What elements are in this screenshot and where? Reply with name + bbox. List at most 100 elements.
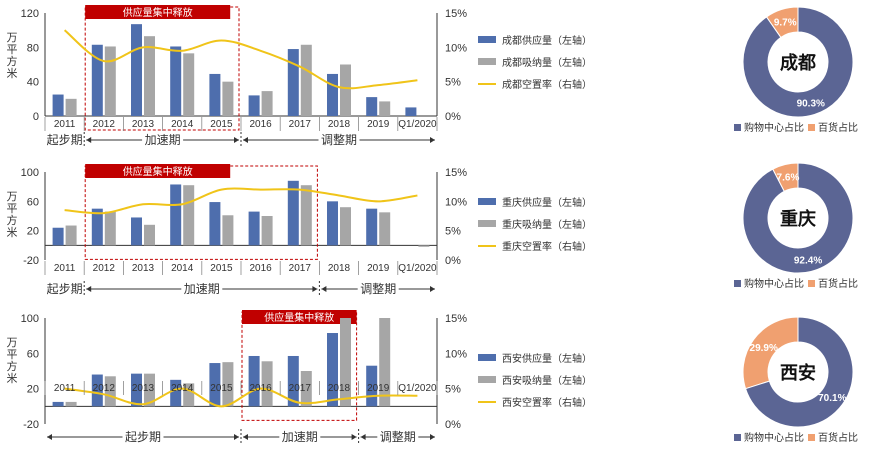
legend-label: 重庆供应量（左轴）: [502, 196, 592, 209]
x-tick-label: 2014: [171, 383, 194, 394]
x-tick-label: 2014: [171, 119, 194, 130]
highlight-banner: [85, 5, 231, 19]
donut-center-label: 重庆: [780, 208, 816, 229]
bar-supply: [405, 107, 417, 116]
bar-supply: [209, 202, 221, 246]
bar-supply: [366, 97, 378, 116]
bar-absorb: [340, 318, 351, 407]
highlight-banner-label: 供应量集中释放: [123, 6, 193, 19]
y2-tick-label: 0%: [445, 255, 461, 267]
x-tick-label: 2015: [210, 119, 233, 130]
y-tick-label: 100: [21, 313, 39, 325]
period-arrowhead: [430, 137, 435, 143]
y-axis-label-char: 平: [7, 44, 18, 56]
x-tick-label: 2013: [132, 263, 155, 274]
bar-absorb: [340, 64, 351, 116]
bar-supply: [91, 208, 103, 246]
legend-label: 重庆空置率（右轴）: [502, 240, 592, 253]
legend-label: 成都供应量（左轴）: [502, 34, 592, 47]
legend-swatch: [478, 198, 496, 205]
bar-absorb: [418, 245, 430, 247]
y-tick-label: 120: [21, 8, 39, 20]
legend-swatch: [478, 354, 496, 361]
period-arrowhead: [47, 434, 52, 440]
x-tick-label: 2017: [289, 119, 312, 130]
period-arrowhead: [351, 434, 357, 440]
bar-supply: [91, 374, 103, 407]
period-arrowhead: [321, 286, 327, 292]
x-tick-label: 2011: [54, 383, 76, 394]
period-label: 调整期: [380, 429, 416, 444]
y-tick-label: 80: [27, 42, 39, 54]
bar-absorb: [65, 98, 77, 116]
period-arrowhead: [312, 286, 318, 292]
x-tick-label: 2014: [171, 263, 194, 274]
bar-supply: [52, 401, 64, 407]
legend-label: 重庆吸纳量（左轴）: [502, 218, 592, 231]
y2-tick-label: 10%: [445, 196, 467, 208]
y-axis-label-char: 米: [7, 226, 18, 239]
bar-supply: [327, 201, 338, 246]
bar-supply: [170, 46, 182, 116]
y2-tick-label: 15%: [445, 313, 467, 325]
x-tick-label: 2013: [132, 119, 155, 130]
bar-absorb: [144, 224, 155, 246]
y-axis-label-char: 方: [7, 359, 18, 373]
bar-absorb: [300, 185, 312, 246]
y-axis-label-char: 方: [7, 213, 18, 227]
legend-label: 西安供应量（左轴）: [502, 352, 592, 365]
donut-slice-mall: [742, 162, 854, 274]
y2-tick-label: 10%: [445, 348, 467, 360]
legend-label: 成都空置率（右轴）: [502, 78, 592, 91]
donut-dept-pct: 29.9%: [750, 343, 778, 354]
period-arrowhead: [243, 137, 248, 143]
bar-supply: [209, 73, 221, 116]
line-vacancy: [63, 29, 418, 90]
period-arrowhead: [234, 434, 239, 440]
period-arrowhead: [86, 137, 92, 143]
x-tick-label: 2013: [132, 383, 155, 394]
donut-legend-mall: 购物中心占比: [744, 431, 804, 444]
y-tick-label: 40: [27, 77, 39, 89]
donut-legend-swatch-mall: [734, 434, 741, 441]
bar-absorb: [183, 53, 195, 116]
donut-mall-pct: 70.1%: [818, 393, 846, 404]
bar-absorb: [300, 371, 312, 407]
y-axis-label-char: 米: [7, 67, 18, 80]
bar-supply: [209, 363, 221, 407]
y2-tick-label: 5%: [445, 77, 461, 89]
x-tick-label: 2016: [249, 263, 272, 274]
bar-absorb: [183, 185, 195, 246]
bar-absorb: [261, 91, 273, 116]
x-tick-label: 2015: [210, 263, 233, 274]
bar-supply: [248, 211, 260, 246]
x-tick-label: 2018: [328, 263, 351, 274]
bar-supply: [131, 217, 142, 246]
bar-absorb: [222, 215, 234, 246]
bar-supply: [170, 184, 182, 246]
bar-supply: [287, 355, 299, 407]
period-label: 加速期: [145, 133, 181, 147]
bar-absorb: [144, 36, 155, 116]
y-tick-label: -20: [23, 255, 39, 267]
y-tick-label: 60: [27, 196, 39, 208]
period-arrowhead: [360, 434, 366, 440]
x-tick-label: 2012: [93, 383, 116, 394]
bar-supply: [248, 95, 260, 116]
y2-tick-label: 0%: [445, 419, 461, 431]
bar-supply: [131, 373, 142, 407]
period-label: 起步期: [125, 430, 161, 444]
y2-tick-label: 5%: [445, 384, 461, 396]
bar-supply: [52, 227, 64, 246]
donut-legend-dept: 百货占比: [818, 431, 858, 444]
highlight-banner-label: 供应量集中释放: [264, 311, 334, 324]
period-arrowhead: [234, 137, 239, 143]
donut-legend-mall: 购物中心占比: [744, 277, 804, 290]
donut-center-label: 西安: [780, 362, 816, 383]
donut-legend-swatch-dept: [808, 434, 815, 441]
x-tick-label: 2018: [328, 383, 351, 394]
x-tick-label: Q1/2020: [398, 263, 437, 274]
